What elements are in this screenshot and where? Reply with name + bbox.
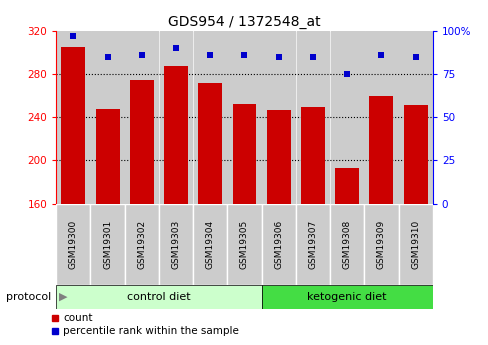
Bar [266, 110, 290, 204]
Bar [329, 204, 364, 285]
Bar [296, 31, 329, 204]
Bar [227, 204, 261, 285]
Text: GSM19301: GSM19301 [103, 219, 112, 269]
Bar [261, 285, 432, 309]
Point [206, 52, 214, 58]
Bar [91, 31, 124, 204]
Text: GSM19309: GSM19309 [376, 219, 385, 269]
Point [240, 52, 248, 58]
Text: GSM19305: GSM19305 [240, 219, 248, 269]
Bar [129, 80, 153, 204]
Point [343, 71, 350, 77]
Bar [96, 109, 119, 204]
Bar [262, 31, 295, 204]
Title: GDS954 / 1372548_at: GDS954 / 1372548_at [168, 14, 320, 29]
Bar [193, 204, 227, 285]
Bar [124, 204, 159, 285]
Bar [198, 83, 222, 204]
Text: GSM19310: GSM19310 [410, 219, 419, 269]
Legend: count, percentile rank within the sample: count, percentile rank within the sample [52, 313, 239, 336]
Bar [295, 204, 329, 285]
Text: GSM19306: GSM19306 [274, 219, 283, 269]
Point [103, 54, 111, 60]
Point [172, 46, 180, 51]
Text: GSM19302: GSM19302 [137, 219, 146, 269]
Bar [227, 31, 261, 204]
Bar [369, 96, 392, 204]
Text: GSM19300: GSM19300 [69, 219, 78, 269]
Point [69, 33, 77, 39]
Bar [56, 204, 90, 285]
Bar [159, 31, 192, 204]
Point [377, 52, 385, 58]
Bar [364, 204, 398, 285]
Bar [403, 106, 427, 204]
Bar [364, 31, 397, 204]
Text: GSM19303: GSM19303 [171, 219, 180, 269]
Point [308, 54, 316, 60]
Bar [125, 31, 158, 204]
Bar [232, 104, 256, 204]
Text: ▶: ▶ [59, 292, 67, 302]
Text: ketogenic diet: ketogenic diet [307, 292, 386, 302]
Point [138, 52, 145, 58]
Text: GSM19307: GSM19307 [308, 219, 317, 269]
Bar [159, 204, 193, 285]
Text: GSM19304: GSM19304 [205, 219, 214, 269]
Bar [330, 31, 363, 204]
Text: protocol: protocol [6, 292, 51, 302]
Bar [398, 204, 432, 285]
Bar [61, 47, 85, 204]
Bar [300, 107, 324, 204]
Bar [334, 168, 358, 204]
Point [274, 54, 282, 60]
Bar [56, 285, 261, 309]
Point [411, 54, 419, 60]
Bar [193, 31, 226, 204]
Bar [57, 31, 90, 204]
Bar [90, 204, 124, 285]
Text: control diet: control diet [127, 292, 190, 302]
Bar [398, 31, 431, 204]
Bar [261, 204, 295, 285]
Bar [163, 66, 187, 204]
Text: GSM19308: GSM19308 [342, 219, 351, 269]
